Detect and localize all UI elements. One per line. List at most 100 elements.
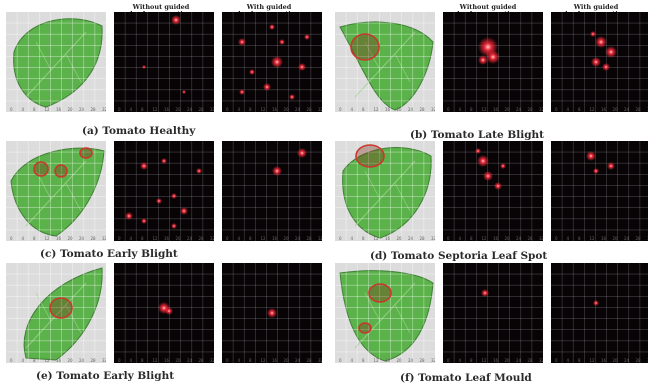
svg-text:8: 8 bbox=[141, 358, 144, 363]
svg-text:16: 16 bbox=[601, 236, 607, 241]
activation-spot bbox=[171, 15, 181, 25]
svg-text:16: 16 bbox=[56, 107, 62, 112]
svg-text:0: 0 bbox=[226, 236, 229, 241]
svg-text:8: 8 bbox=[578, 358, 581, 363]
svg-text:20: 20 bbox=[284, 358, 290, 363]
lesion-marker bbox=[49, 297, 73, 319]
caption-b: (b) Tomato Late Blight bbox=[410, 129, 545, 141]
activation-spot bbox=[156, 198, 162, 204]
leaf-photo-a: 0 4 8 12 16 20 24 28 32 bbox=[6, 12, 106, 112]
activation-spot bbox=[602, 63, 610, 71]
svg-text:12: 12 bbox=[374, 236, 380, 241]
svg-text:28: 28 bbox=[307, 236, 313, 241]
svg-text:32: 32 bbox=[318, 358, 322, 363]
svg-text:32: 32 bbox=[431, 358, 435, 363]
lesion-marker bbox=[358, 322, 372, 334]
svg-text:4: 4 bbox=[351, 236, 354, 241]
svg-text:32: 32 bbox=[102, 107, 106, 112]
leaf-photo-f: 0 4 8 12 16 20 24 28 32 bbox=[335, 263, 435, 363]
svg-text:12: 12 bbox=[153, 236, 159, 241]
svg-text:16: 16 bbox=[56, 358, 62, 363]
activation-spot bbox=[238, 38, 246, 46]
activation-spot bbox=[239, 89, 245, 95]
activation-spot bbox=[182, 90, 186, 94]
svg-text:20: 20 bbox=[68, 358, 74, 363]
activation-spot bbox=[142, 65, 146, 69]
activation-spot bbox=[481, 289, 489, 297]
leaf-photo-d: 0 4 8 12 16 20 24 28 32 bbox=[335, 141, 435, 241]
svg-text:16: 16 bbox=[385, 358, 391, 363]
svg-text:24: 24 bbox=[295, 107, 301, 112]
caption-d: (d) Tomato Septoria Leaf Spot bbox=[370, 250, 548, 262]
svg-text:20: 20 bbox=[68, 236, 74, 241]
svg-text:32: 32 bbox=[102, 358, 106, 363]
svg-text:24: 24 bbox=[295, 358, 301, 363]
svg-text:8: 8 bbox=[470, 107, 473, 112]
activation-spot bbox=[141, 218, 147, 224]
svg-text:20: 20 bbox=[176, 358, 182, 363]
svg-text:24: 24 bbox=[408, 358, 414, 363]
svg-text:8: 8 bbox=[362, 236, 365, 241]
svg-text:32: 32 bbox=[539, 358, 543, 363]
svg-text:28: 28 bbox=[420, 358, 426, 363]
svg-text:20: 20 bbox=[613, 236, 619, 241]
svg-text:12: 12 bbox=[590, 236, 596, 241]
svg-text:4: 4 bbox=[22, 107, 25, 112]
svg-text:20: 20 bbox=[505, 236, 511, 241]
svg-text:20: 20 bbox=[284, 107, 290, 112]
svg-text:24: 24 bbox=[624, 107, 630, 112]
svg-text:28: 28 bbox=[636, 358, 642, 363]
svg-text:12: 12 bbox=[45, 107, 51, 112]
svg-text:8: 8 bbox=[33, 107, 36, 112]
activation-spot bbox=[486, 50, 500, 64]
activation-spot bbox=[272, 166, 282, 176]
activation-spot bbox=[483, 171, 493, 181]
svg-text:12: 12 bbox=[482, 107, 488, 112]
svg-text:28: 28 bbox=[307, 107, 313, 112]
svg-text:24: 24 bbox=[79, 107, 85, 112]
svg-text:4: 4 bbox=[351, 107, 354, 112]
svg-text:0: 0 bbox=[555, 236, 558, 241]
activation-spot bbox=[298, 63, 306, 71]
svg-text:16: 16 bbox=[493, 107, 499, 112]
activation-spot bbox=[267, 308, 277, 318]
svg-text:28: 28 bbox=[307, 358, 313, 363]
svg-text:4: 4 bbox=[130, 358, 133, 363]
svg-text:20: 20 bbox=[284, 236, 290, 241]
activation-spot bbox=[478, 55, 488, 65]
svg-text:12: 12 bbox=[153, 358, 159, 363]
leaf-photo-c: 0 4 8 12 16 20 24 28 32 bbox=[6, 141, 106, 241]
activation-spot bbox=[171, 193, 177, 199]
activation-spot bbox=[165, 307, 173, 315]
svg-text:16: 16 bbox=[272, 358, 278, 363]
svg-text:4: 4 bbox=[22, 358, 25, 363]
svg-text:20: 20 bbox=[68, 107, 74, 112]
map-without-d: 0 4 8 12 16 20 24 28 32 bbox=[443, 141, 543, 241]
svg-text:28: 28 bbox=[528, 107, 534, 112]
map-without-f: 0 4 8 12 16 20 24 28 32 bbox=[443, 263, 543, 363]
svg-text:16: 16 bbox=[385, 236, 391, 241]
activation-spot bbox=[595, 36, 607, 48]
svg-text:8: 8 bbox=[141, 236, 144, 241]
svg-text:16: 16 bbox=[493, 358, 499, 363]
lesion-marker bbox=[355, 144, 385, 168]
svg-text:0: 0 bbox=[447, 358, 450, 363]
activation-spot bbox=[249, 69, 255, 75]
svg-text:12: 12 bbox=[261, 358, 267, 363]
svg-text:20: 20 bbox=[505, 358, 511, 363]
activation-spot bbox=[196, 168, 202, 174]
svg-text:16: 16 bbox=[601, 107, 607, 112]
svg-text:28: 28 bbox=[199, 358, 205, 363]
activation-spot bbox=[593, 168, 599, 174]
svg-text:20: 20 bbox=[176, 236, 182, 241]
svg-text:8: 8 bbox=[470, 358, 473, 363]
svg-text:0: 0 bbox=[118, 236, 121, 241]
svg-text:16: 16 bbox=[493, 236, 499, 241]
svg-text:0: 0 bbox=[226, 358, 229, 363]
activation-spot bbox=[140, 162, 148, 170]
map-with-e: 0 4 8 12 16 20 24 28 32 bbox=[222, 263, 322, 363]
svg-text:28: 28 bbox=[528, 236, 534, 241]
svg-text:16: 16 bbox=[164, 358, 170, 363]
activation-spot bbox=[500, 163, 506, 169]
